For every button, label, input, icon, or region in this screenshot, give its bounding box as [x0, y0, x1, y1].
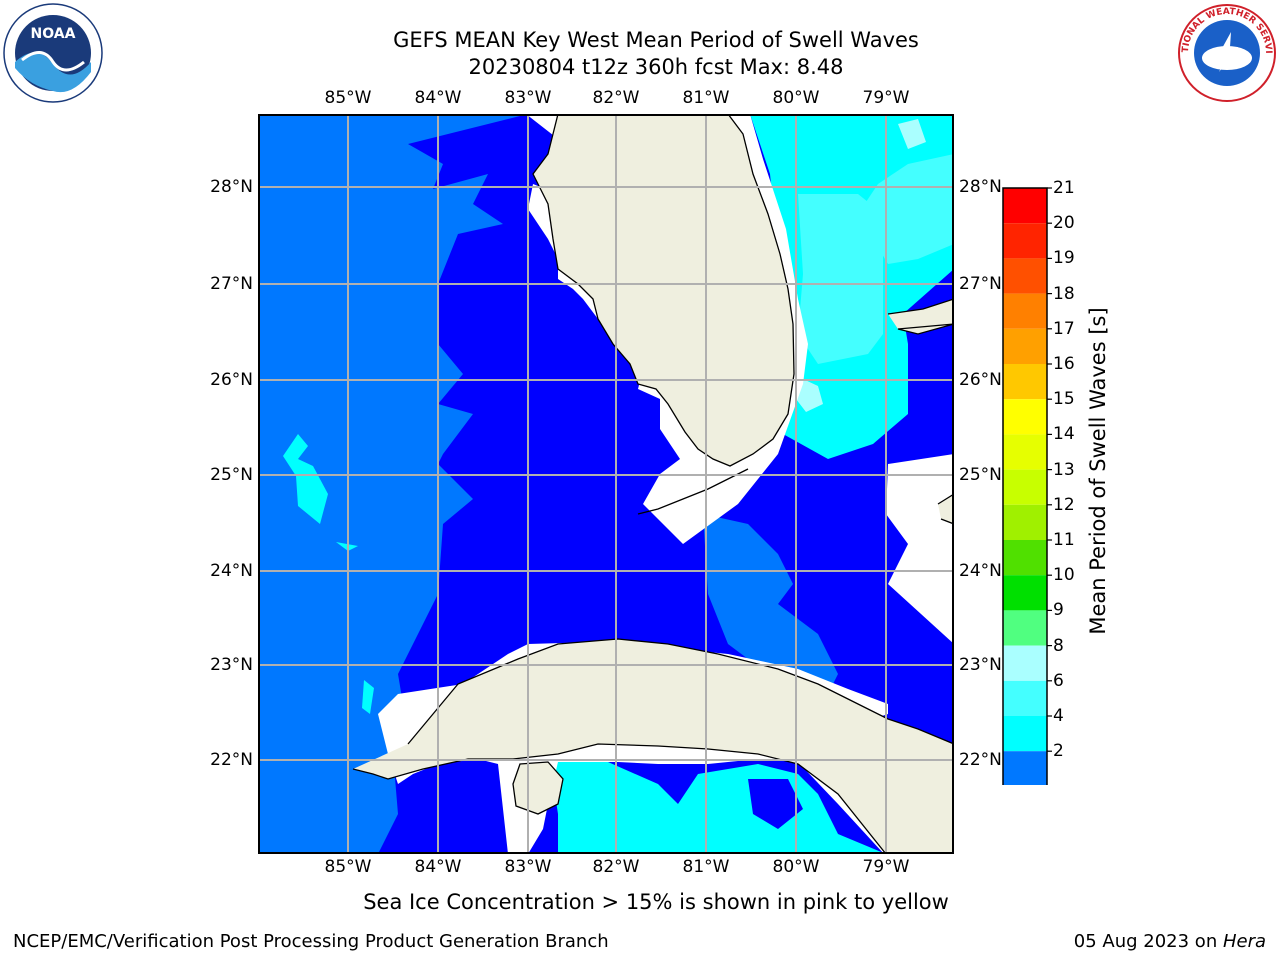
lon-label-top: 83°W: [504, 88, 552, 108]
colorbar-band: [1003, 716, 1047, 752]
colorbar-band: [1003, 188, 1047, 224]
lon-label-bottom: 83°W: [504, 857, 552, 877]
region-gulf-cyan-3: [362, 680, 374, 714]
colorbar-tick: 6: [1053, 670, 1064, 691]
colorbar-band: [1003, 504, 1047, 540]
colorbar-tick: 4: [1053, 706, 1064, 726]
colorbar-tick: 8: [1053, 635, 1064, 656]
coastline-cuba: [352, 638, 954, 854]
nws-logo: NATIONAL WEATHER SERVICE: [1172, 0, 1278, 104]
coastline-isla: [512, 761, 564, 815]
colorbar: [1002, 187, 1052, 785]
lat-label-right: 25°N: [959, 465, 1002, 485]
colorbar-band: [1003, 610, 1047, 646]
coastline-keys: [637, 468, 749, 515]
colorbar-bands: [1002, 187, 1048, 785]
colorbar-tick: 12: [1053, 494, 1075, 515]
lat-label-right: 24°N: [959, 561, 1002, 581]
colorbar-band: [1003, 434, 1047, 470]
colorbar-band: [1003, 399, 1047, 435]
lon-label-top: 80°W: [772, 88, 820, 108]
lat-label-left: 25°N: [210, 465, 253, 485]
lat-label-left: 27°N: [210, 274, 253, 294]
region-atlantic-palecyan: [796, 379, 823, 412]
lon-label-bottom: 80°W: [772, 857, 820, 877]
colorbar-band: [1003, 751, 1047, 785]
colorbar-band: [1003, 223, 1047, 259]
land-isla-de-la-juventud: [513, 762, 563, 814]
colorbar-band: [1003, 258, 1047, 294]
lat-label-right: 23°N: [959, 655, 1002, 675]
coastline-bahamas: [887, 298, 954, 525]
lon-label-bottom: 82°W: [592, 857, 640, 877]
footer-credit: NCEP/EMC/Verification Post Processing Pr…: [13, 931, 609, 952]
lon-label-bottom: 85°W: [324, 857, 372, 877]
colorbar-tick: 10: [1053, 565, 1075, 586]
noaa-logo-text: NOAA: [31, 26, 76, 42]
footer-machine: Hera: [1222, 931, 1266, 952]
region-caribbean-deep: [748, 779, 803, 829]
land-florida: [533, 114, 794, 466]
colorbar-frame: [1002, 187, 1048, 785]
colorbar-tick: 11: [1053, 530, 1075, 550]
colorbar-band: [1003, 575, 1047, 611]
lat-label-left: 22°N: [210, 750, 253, 770]
lon-label-bottom: 81°W: [682, 857, 730, 877]
colorbar-band: [1003, 328, 1047, 364]
colorbar-tick: 19: [1053, 248, 1075, 269]
colorbar-band: [1003, 293, 1047, 329]
colorbar-tick: 21: [1053, 178, 1075, 198]
lat-label-right: 22°N: [959, 750, 1002, 770]
colorbar-tick: 17: [1053, 318, 1075, 339]
map-frame: [258, 114, 954, 854]
land-cuba: [353, 639, 954, 854]
colorbar-tick: 18: [1053, 283, 1075, 304]
footer-date-text: 05 Aug 2023 on: [1073, 931, 1223, 952]
colorbar-label: Mean Period of Swell Waves [s]: [1086, 307, 1110, 635]
region-caribbean-cyan: [550, 762, 886, 854]
lat-label-right: 27°N: [959, 274, 1002, 294]
colorbar-tick: 15: [1053, 389, 1075, 410]
colorbar-tick: 13: [1053, 459, 1075, 480]
chart-subtitle: 20230804 t12z 360h fcst Max: 8.48: [468, 55, 844, 79]
colorbar-tick: 16: [1053, 354, 1075, 374]
colorbar-band: [1003, 680, 1047, 716]
lon-label-top: 82°W: [592, 88, 640, 108]
colorbar-tick: 14: [1053, 424, 1075, 445]
noaa-logo: NOAA: [2, 2, 104, 104]
colorbar-tick: 9: [1053, 600, 1064, 621]
lon-label-top: 85°W: [324, 88, 372, 108]
chart-title: GEFS MEAN Key West Mean Period of Swell …: [393, 28, 919, 52]
map-panel: [258, 114, 954, 854]
lat-label-left: 28°N: [210, 177, 253, 197]
lat-label-right: 28°N: [959, 177, 1002, 197]
lat-label-right: 26°N: [959, 370, 1002, 390]
sea-ice-note: Sea Ice Concentration > 15% is shown in …: [363, 890, 949, 914]
lon-label-bottom: 79°W: [862, 857, 910, 877]
lon-label-top: 79°W: [862, 88, 910, 108]
colorbar-tick: 2: [1053, 741, 1064, 762]
lat-label-left: 24°N: [210, 561, 253, 581]
region-atlantic-palecyan-2: [898, 119, 926, 149]
region-atlantic-lightcyan-2: [798, 194, 883, 364]
gridlines: [258, 114, 954, 854]
lon-label-top: 81°W: [682, 88, 730, 108]
colorbar-band: [1003, 364, 1047, 400]
region-gulf-cyan-1: [283, 434, 328, 524]
colorbar-band: [1003, 469, 1047, 505]
footer-date: 05 Aug 2023 on Hera: [1074, 931, 1266, 952]
lat-label-left: 26°N: [210, 370, 253, 390]
lon-label-top: 84°W: [414, 88, 462, 108]
lat-label-left: 23°N: [210, 655, 253, 675]
colorbar-tick: 20: [1053, 213, 1075, 234]
lon-label-bottom: 84°W: [414, 857, 462, 877]
region-nodata-bahamas: [886, 454, 954, 644]
colorbar-band: [1003, 645, 1047, 681]
colorbar-band: [1003, 540, 1047, 576]
